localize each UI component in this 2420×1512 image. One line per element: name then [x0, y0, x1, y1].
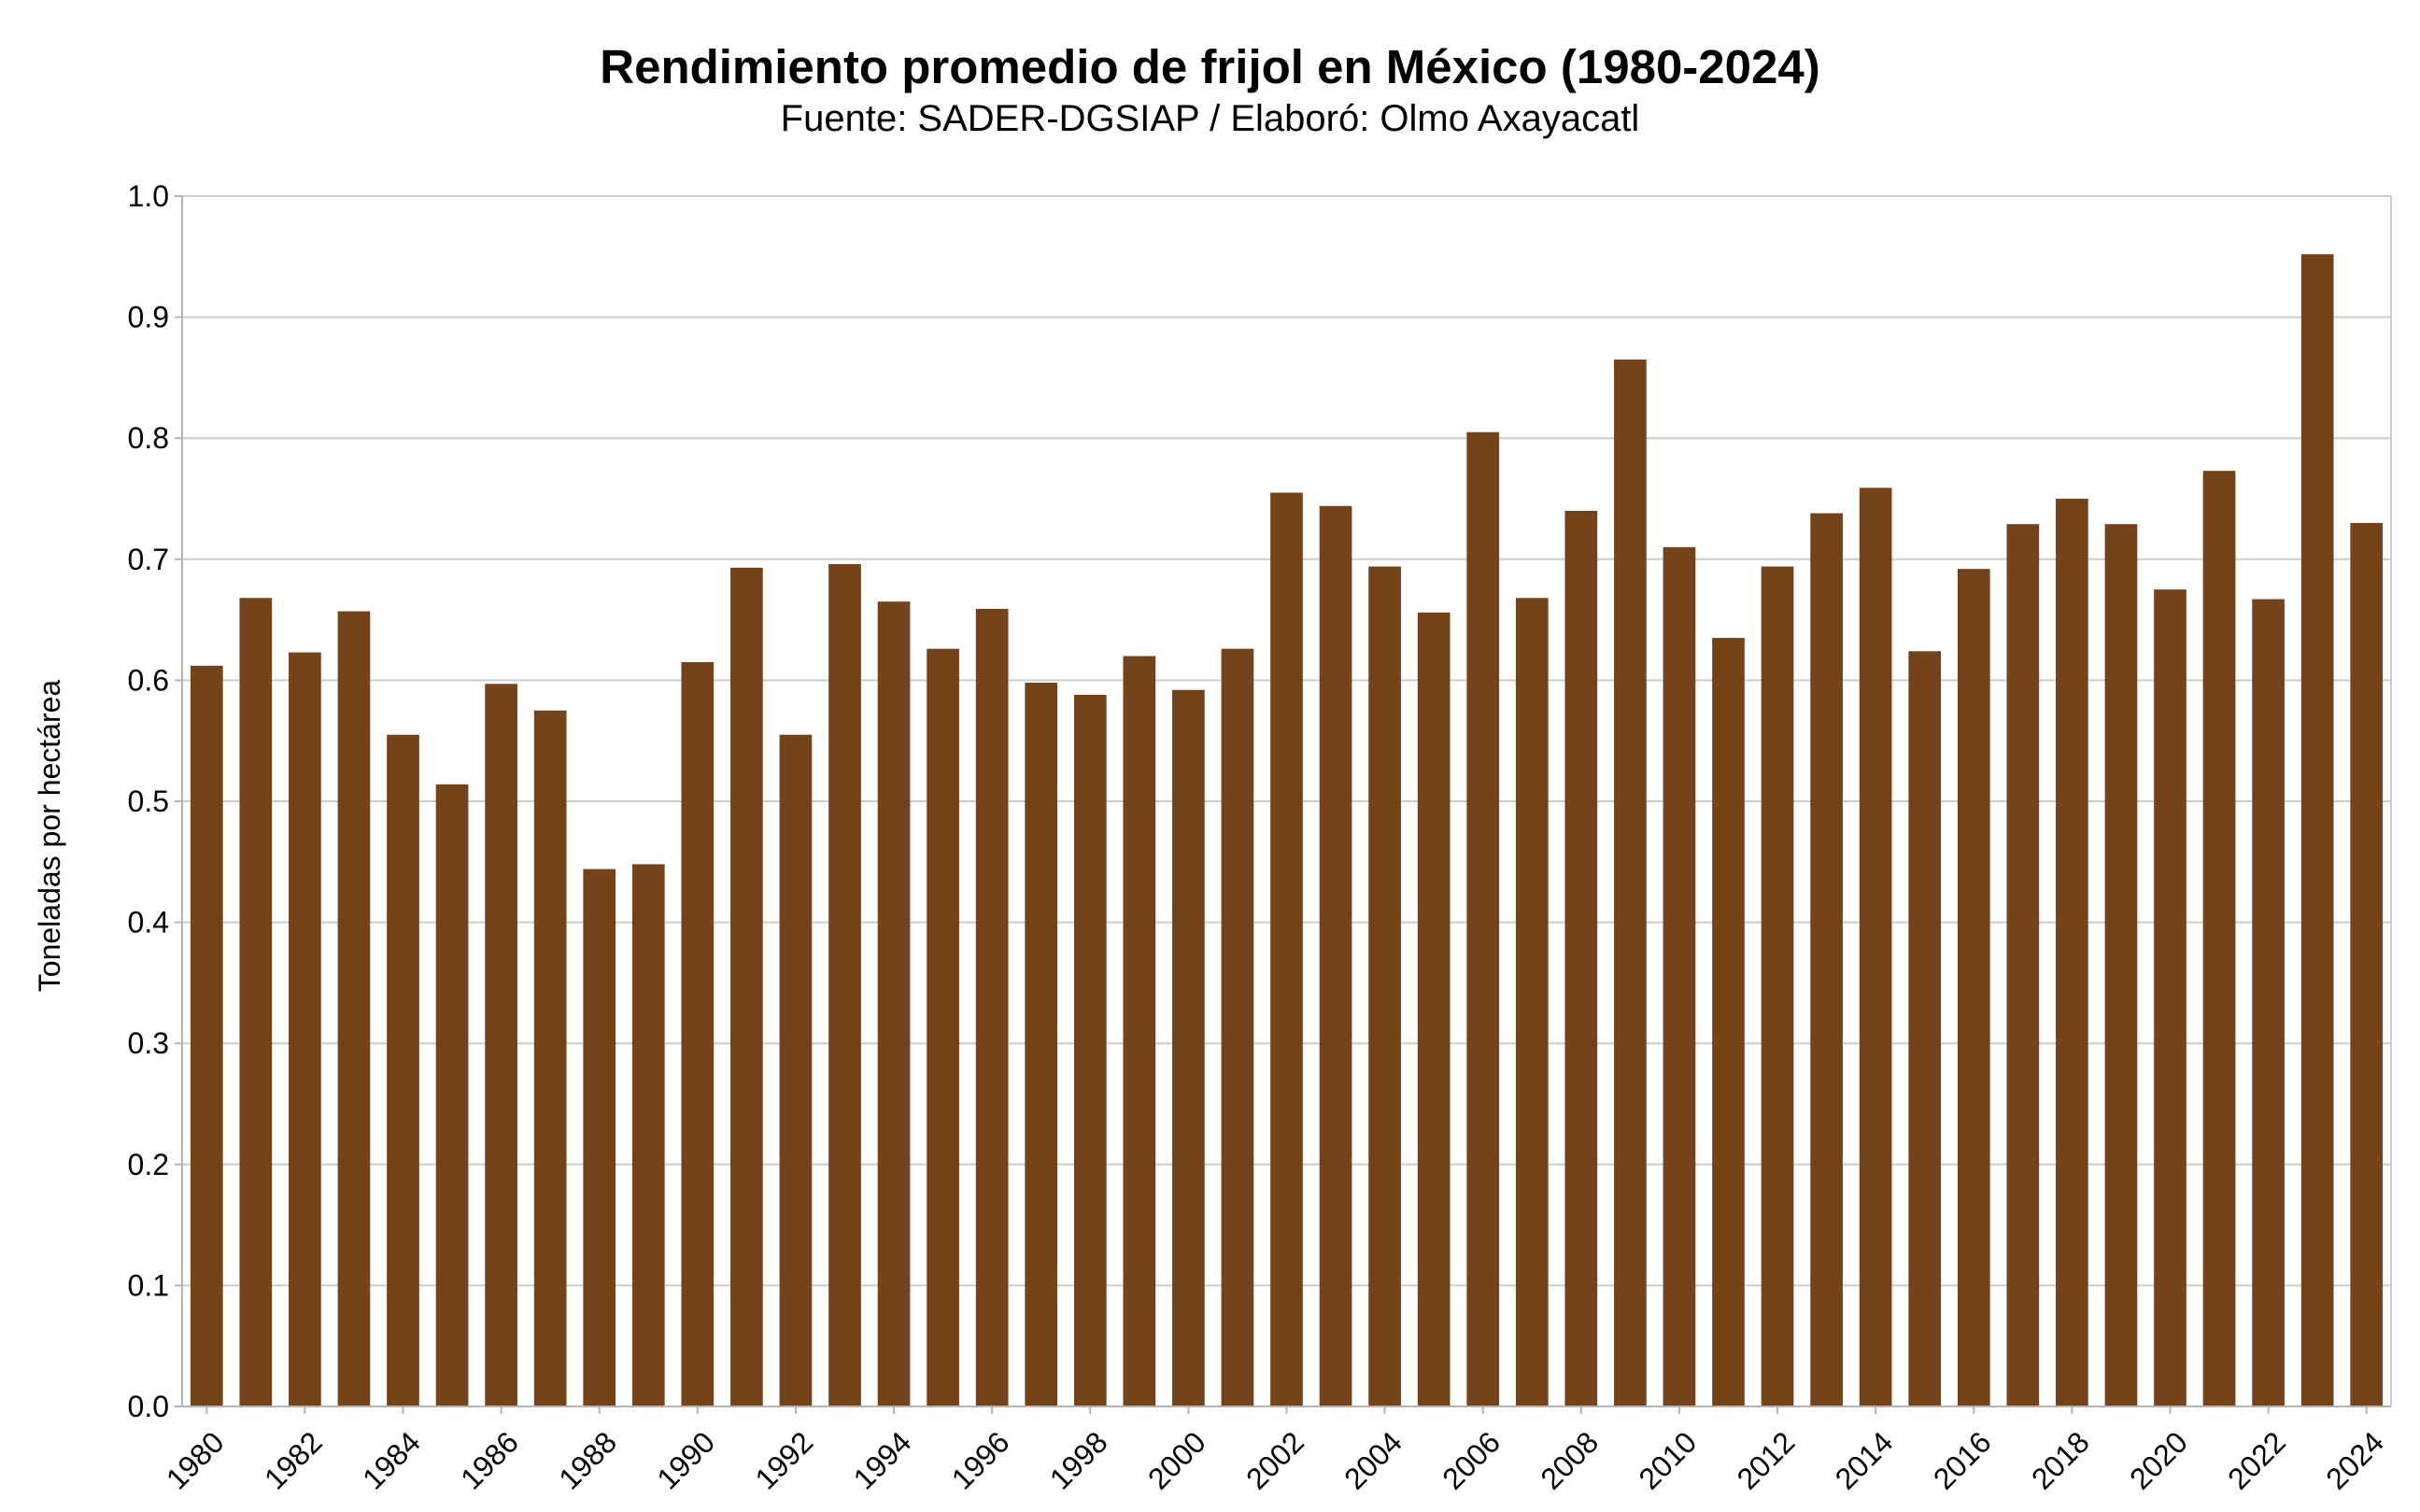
bar-2003	[1319, 505, 1352, 1406]
x-tick-label: 2012	[1731, 1425, 1802, 1496]
x-tick-label: 2006	[1436, 1425, 1507, 1496]
bar-1993	[828, 563, 861, 1406]
bar-2019	[2104, 524, 2138, 1406]
y-axis-label: Toneladas por hectárea	[33, 680, 66, 993]
bar-2024	[2350, 522, 2384, 1406]
bar-1996	[975, 608, 1009, 1406]
x-tick-label: 2002	[1239, 1425, 1310, 1496]
bar-2000	[1172, 689, 1205, 1406]
bar-2010	[1663, 546, 1696, 1406]
y-tick-label: 0.5	[128, 784, 169, 818]
bar-1992	[779, 734, 813, 1406]
x-tick-label: 2008	[1534, 1425, 1605, 1496]
x-tick-label: 1996	[945, 1425, 1016, 1496]
bar-1999	[1123, 656, 1156, 1406]
x-tick-label: 2024	[2319, 1425, 2390, 1496]
x-tick-label: 1980	[160, 1425, 231, 1496]
y-tick-label: 0.0	[128, 1390, 169, 1423]
y-tick-label: 0.8	[128, 421, 169, 455]
chart-title: Rendimiento promedio de frijol en México…	[600, 40, 1820, 93]
x-tick-label: 2000	[1141, 1425, 1212, 1496]
y-tick-label: 0.7	[128, 543, 169, 576]
bar-2015	[1908, 651, 1942, 1406]
y-tick-label: 0.2	[128, 1148, 169, 1181]
bar-2005	[1417, 612, 1451, 1406]
bar-2020	[2154, 589, 2186, 1406]
x-tick-label: 1990	[650, 1425, 721, 1496]
bar-2014	[1859, 488, 1892, 1406]
bar-2021	[2202, 471, 2236, 1406]
y-tick-label: 0.1	[128, 1268, 169, 1302]
bar-1982	[289, 652, 321, 1406]
bar-1995	[927, 648, 959, 1406]
chart-subtitle: Fuente: SADER-DGSIAP / Elaboró: Olmo Axa…	[780, 98, 1640, 139]
bar-2009	[1614, 359, 1647, 1407]
bar-2002	[1270, 492, 1303, 1406]
y-tick-label: 0.6	[128, 663, 169, 697]
bar-1989	[631, 864, 665, 1406]
x-tick-label: 1998	[1043, 1425, 1114, 1496]
bar-1980	[190, 665, 223, 1406]
x-tick-label: 1992	[749, 1425, 820, 1496]
bar-2023	[2300, 254, 2334, 1406]
bar-1983	[337, 611, 371, 1406]
y-tick-label: 0.3	[128, 1026, 169, 1060]
bar-2007	[1515, 598, 1549, 1406]
bar-2004	[1368, 566, 1401, 1406]
x-tick-label: 2022	[2221, 1425, 2292, 1496]
y-tick-label: 0.4	[128, 906, 169, 940]
bar-1998	[1073, 694, 1107, 1406]
bar-1986	[485, 684, 517, 1406]
bar-1990	[681, 661, 715, 1406]
bar-1984	[387, 734, 419, 1406]
x-tick-label: 2010	[1633, 1425, 1704, 1496]
bar-1988	[583, 869, 616, 1406]
bar-1985	[435, 784, 469, 1406]
bar-2008	[1564, 510, 1598, 1406]
axes	[181, 196, 2392, 1414]
bar-2013	[1810, 513, 1843, 1406]
x-tick-label: 1984	[356, 1425, 427, 1496]
x-tick-label: 2004	[1337, 1425, 1408, 1496]
x-tick-label: 2014	[1829, 1425, 1900, 1496]
bar-2001	[1221, 648, 1254, 1406]
bar-2012	[1761, 566, 1794, 1406]
x-tick-label: 2020	[2123, 1425, 2194, 1496]
x-tick-label: 2018	[2025, 1425, 2096, 1496]
x-tick-label: 1994	[847, 1425, 918, 1496]
x-tick-label: 1982	[258, 1425, 329, 1496]
bar-1994	[877, 601, 911, 1406]
bar-1991	[730, 567, 763, 1406]
bar-2018	[2056, 499, 2088, 1406]
y-tick-labels: 0.0 0.1 0.2 0.3 0.4 0.5 0.6 0.7 0.8 0.9 1.0	[128, 179, 169, 1423]
x-tick-labels: 1980 1982 1984 1986 1988 1990 1992 1994 1996 1998…	[160, 1425, 2390, 1496]
x-tick-label: 1988	[552, 1425, 623, 1496]
bar-2022	[2252, 599, 2285, 1406]
bar-2006	[1466, 431, 1500, 1407]
x-tick-label: 2016	[1927, 1425, 1998, 1496]
bars	[190, 254, 2384, 1407]
x-tick-label: 1986	[454, 1425, 525, 1496]
y-tick-label: 0.9	[128, 301, 169, 334]
bar-1987	[533, 710, 567, 1406]
bar-2011	[1712, 638, 1745, 1406]
bar-1981	[239, 598, 273, 1406]
bar-2016	[1957, 569, 1990, 1406]
y-tick-label: 1.0	[128, 179, 169, 213]
bar-2017	[2006, 524, 2040, 1406]
bar-1997	[1025, 682, 1058, 1406]
